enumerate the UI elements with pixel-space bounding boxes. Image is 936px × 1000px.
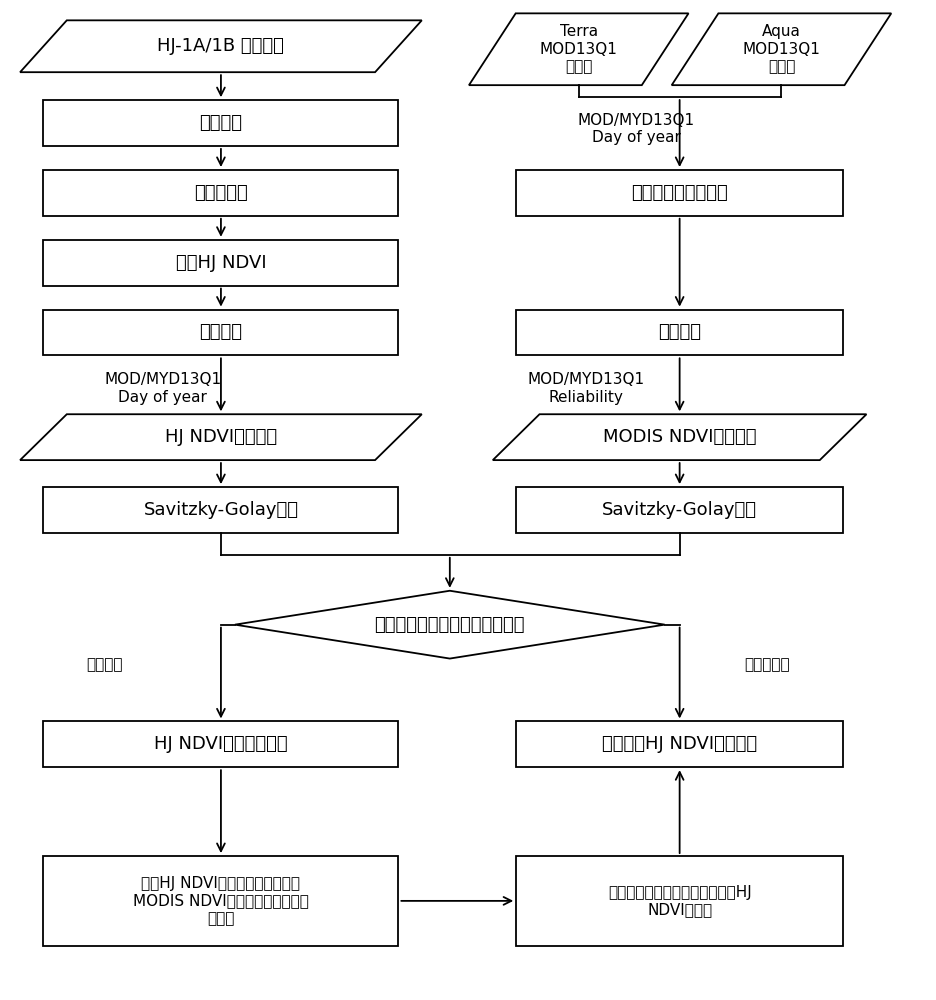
Bar	[516, 856, 842, 946]
Polygon shape	[671, 13, 890, 85]
Bar	[516, 310, 842, 355]
Text: HJ NDVI异常区段检验: HJ NDVI异常区段检验	[154, 735, 287, 753]
Text: 线性插值: 线性插值	[657, 323, 700, 341]
Bar	[516, 721, 842, 767]
Text: 计算HJ NDVI: 计算HJ NDVI	[175, 254, 266, 272]
Text: 对应像素的两时间序列协整检验: 对应像素的两时间序列协整检验	[374, 616, 524, 634]
Text: HJ NDVI时间序列: HJ NDVI时间序列	[165, 428, 277, 446]
Text: 使用误差修正模型预测异常区段HJ
NDVI估计值: 使用误差修正模型预测异常区段HJ NDVI估计值	[607, 885, 751, 917]
Bar	[516, 170, 842, 216]
Text: HJ-1A/1B 遥感影像: HJ-1A/1B 遥感影像	[157, 37, 284, 55]
Text: 几何精校正: 几何精校正	[194, 184, 247, 202]
Text: MOD/MYD13Q1
Reliability: MOD/MYD13Q1 Reliability	[527, 372, 644, 405]
Text: Savitzky-Golay滤波: Savitzky-Golay滤波	[602, 501, 756, 519]
Text: Terra
MOD13Q1
数据集: Terra MOD13Q1 数据集	[539, 24, 617, 74]
Bar	[43, 721, 398, 767]
Text: 辐射校正: 辐射校正	[199, 114, 242, 132]
Text: 使用HJ NDVI时间序列正常区段与
MODIS NDVI时间序列构建误差修
正模型: 使用HJ NDVI时间序列正常区段与 MODIS NDVI时间序列构建误差修 正…	[133, 876, 309, 926]
Bar	[43, 100, 398, 146]
Bar	[43, 170, 398, 216]
Bar	[43, 856, 398, 946]
Polygon shape	[20, 20, 421, 72]
Polygon shape	[20, 414, 421, 460]
Text: 组合成一个时间序列: 组合成一个时间序列	[631, 184, 727, 202]
Text: 通过检验: 通过检验	[86, 657, 123, 672]
Text: MODIS NDVI时间序列: MODIS NDVI时间序列	[602, 428, 755, 446]
Bar	[43, 310, 398, 355]
Text: Aqua
MOD13Q1
数据集: Aqua MOD13Q1 数据集	[741, 24, 820, 74]
Text: Savitzky-Golay滤波: Savitzky-Golay滤波	[143, 501, 298, 519]
Bar	[516, 487, 842, 533]
Polygon shape	[468, 13, 688, 85]
Text: 重建后的HJ NDVI时间序列: 重建后的HJ NDVI时间序列	[602, 735, 756, 753]
Bar	[43, 240, 398, 286]
Text: 线性插值: 线性插值	[199, 323, 242, 341]
Text: MOD/MYD13Q1
Day of year: MOD/MYD13Q1 Day of year	[104, 372, 221, 405]
Polygon shape	[492, 414, 866, 460]
Text: 未通过检验: 未通过检验	[744, 657, 789, 672]
Text: MOD/MYD13Q1
Day of year: MOD/MYD13Q1 Day of year	[578, 113, 695, 145]
Bar	[43, 487, 398, 533]
Polygon shape	[235, 591, 664, 659]
